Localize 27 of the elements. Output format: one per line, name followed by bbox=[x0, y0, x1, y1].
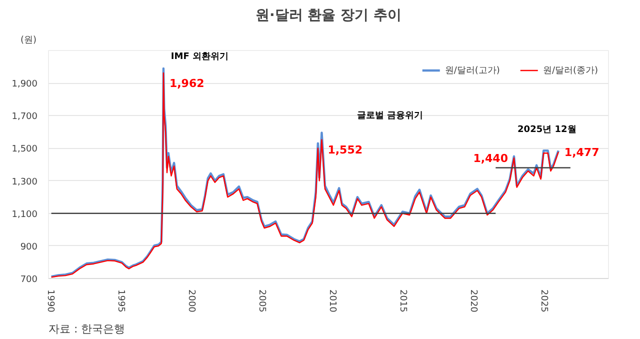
x-tick-label: 2025 bbox=[538, 290, 549, 312]
chart-title: 원·달러 환율 장기 추이 bbox=[256, 8, 402, 24]
y-tick-label: 700 bbox=[20, 275, 38, 285]
text: 자료 : 한국은행 bbox=[48, 322, 126, 336]
y-axis-title: (원) bbox=[20, 36, 37, 46]
y-tick-label: 1,100 bbox=[12, 210, 38, 220]
y-tick-label: 900 bbox=[20, 242, 38, 252]
y-tick-label: 1,700 bbox=[12, 112, 38, 122]
legend-label: 원/달러(고가) bbox=[444, 64, 500, 76]
data-label: 1,552 bbox=[328, 144, 363, 157]
y-tick-label: 1,900 bbox=[12, 80, 38, 90]
x-tick-label: 2015 bbox=[397, 290, 408, 312]
annotation: IMF 외환위기 bbox=[170, 52, 228, 62]
y-tick-label: 1,300 bbox=[12, 177, 38, 188]
data-label: 1,440 bbox=[473, 152, 508, 165]
annotation: 2025년 12월 bbox=[518, 124, 576, 135]
data-label: 1,477 bbox=[564, 146, 600, 159]
y-tick-label: 1,500 bbox=[12, 144, 38, 155]
x-tick-label: 2010 bbox=[326, 290, 337, 313]
x-tick-label: 2005 bbox=[256, 290, 266, 312]
annotation: 글로벌 금융위기 bbox=[357, 111, 424, 122]
x-tick-label: 2020 bbox=[468, 290, 478, 313]
data-label: 1,962 bbox=[169, 76, 204, 90]
legend-label: 원/달러(종가) bbox=[542, 64, 598, 76]
x-tick-label: 1995 bbox=[115, 290, 126, 312]
x-tick-label: 2000 bbox=[186, 290, 196, 313]
x-tick-label: 1990 bbox=[44, 290, 55, 313]
